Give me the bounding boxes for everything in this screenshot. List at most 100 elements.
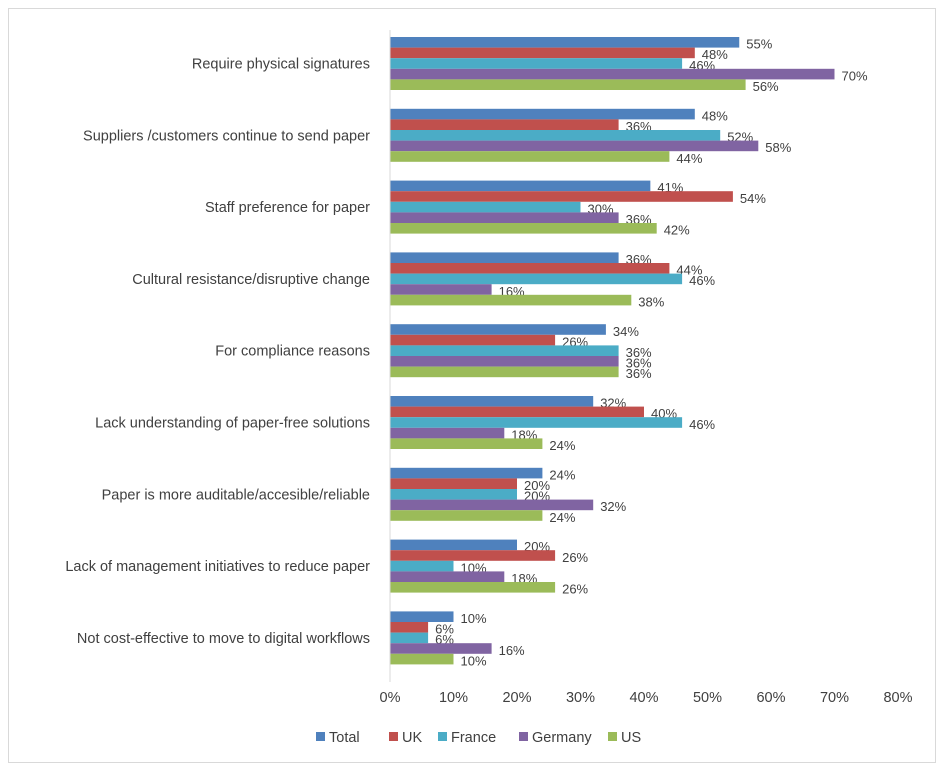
- data-label: 55%: [746, 37, 772, 52]
- bar-total: [390, 324, 606, 335]
- bar-france: [390, 201, 581, 213]
- x-tick-label: 10%: [439, 690, 468, 706]
- bar-france: [390, 417, 683, 428]
- x-tick-label: 80%: [883, 690, 912, 706]
- bar-germany: [390, 356, 619, 367]
- bar-uk: [390, 263, 670, 274]
- data-label: 58%: [765, 140, 791, 155]
- bar-france: [390, 273, 683, 285]
- data-label: 24%: [549, 438, 575, 453]
- data-label: 26%: [562, 550, 588, 565]
- bar-total: [390, 396, 594, 407]
- bar-france: [390, 560, 454, 572]
- legend-label: US: [621, 730, 641, 746]
- data-label: 24%: [549, 510, 575, 525]
- x-tick-label: 40%: [629, 690, 658, 706]
- legend-swatch-total: [316, 732, 325, 741]
- category-label: Lack understanding of paper-free solutio…: [95, 416, 370, 432]
- bar-us: [390, 79, 746, 90]
- data-label: 54%: [740, 191, 766, 206]
- legend-label: UK: [402, 730, 422, 746]
- category-label: Staff preference for paper: [205, 200, 370, 216]
- bar-uk: [390, 478, 517, 489]
- data-label: 36%: [626, 345, 652, 360]
- data-label: 46%: [689, 273, 715, 288]
- category-label: For compliance reasons: [215, 344, 370, 360]
- bar-total: [390, 180, 651, 192]
- bar-us: [390, 366, 619, 378]
- bar-uk: [390, 550, 556, 561]
- data-label: 56%: [753, 79, 779, 94]
- legend-label: Total: [329, 730, 360, 746]
- bar-us: [390, 510, 543, 521]
- bar-total: [390, 108, 695, 120]
- data-label: 34%: [613, 324, 639, 339]
- data-label: 42%: [664, 223, 690, 238]
- bar-us: [390, 294, 632, 306]
- legend-swatch-us: [608, 732, 617, 741]
- data-label: 32%: [600, 499, 626, 514]
- bar-uk: [390, 191, 733, 202]
- chart-frame: [8, 8, 936, 763]
- data-label: 70%: [842, 68, 868, 83]
- category-label: Not cost-effective to move to digital wo…: [77, 631, 370, 647]
- data-label: 44%: [676, 263, 702, 278]
- x-tick-label: 0%: [380, 690, 401, 706]
- data-label: 48%: [702, 47, 728, 62]
- bar-total: [390, 467, 543, 479]
- bar-uk: [390, 406, 644, 418]
- x-tick-label: 30%: [566, 690, 595, 706]
- data-label: 6%: [435, 622, 454, 637]
- bar-germany: [390, 68, 835, 80]
- bar-us: [390, 438, 543, 449]
- bar-france: [390, 489, 517, 500]
- bar-germany: [390, 212, 619, 223]
- x-tick-label: 20%: [502, 690, 531, 706]
- bar-germany: [390, 499, 594, 511]
- bar-germany: [390, 140, 759, 152]
- bar-uk: [390, 47, 695, 59]
- bar-germany: [390, 643, 492, 654]
- bar-germany: [390, 571, 505, 582]
- bar-uk: [390, 119, 619, 130]
- bar-france: [390, 632, 429, 644]
- data-label: 10%: [461, 653, 487, 668]
- data-label: 36%: [626, 366, 652, 381]
- bar-germany: [390, 284, 492, 295]
- bar-total: [390, 611, 454, 622]
- legend-label: France: [451, 730, 496, 746]
- category-label: Suppliers /customers continue to send pa…: [83, 128, 370, 144]
- data-label: 24%: [549, 467, 575, 482]
- data-label: 44%: [676, 151, 702, 166]
- bar-total: [390, 252, 619, 263]
- bar-france: [390, 345, 619, 356]
- category-label: Paper is more auditable/accesible/reliab…: [102, 487, 370, 503]
- bar-germany: [390, 427, 505, 439]
- data-label: 20%: [524, 478, 550, 493]
- category-label: Cultural resistance/disruptive change: [132, 272, 370, 288]
- legend-swatch-france: [438, 732, 447, 741]
- data-label: 10%: [461, 611, 487, 626]
- data-label: 26%: [562, 582, 588, 597]
- bar-us: [390, 223, 657, 234]
- bar-total: [390, 539, 517, 551]
- data-label: 16%: [499, 643, 525, 658]
- bar-total: [390, 37, 740, 48]
- legend-swatch-uk: [389, 732, 398, 741]
- bar-us: [390, 653, 454, 665]
- bar-uk: [390, 334, 556, 346]
- bar-france: [390, 58, 683, 69]
- data-label: 38%: [638, 294, 664, 309]
- x-tick-label: 60%: [756, 690, 785, 706]
- category-label: Require physical signatures: [192, 57, 370, 73]
- data-label: 48%: [702, 108, 728, 123]
- bar-france: [390, 130, 721, 141]
- data-label: 36%: [626, 356, 652, 371]
- x-tick-label: 50%: [693, 690, 722, 706]
- bar-us: [390, 582, 556, 593]
- legend-swatch-germany: [519, 732, 528, 741]
- x-tick-label: 70%: [820, 690, 849, 706]
- legend-label: Germany: [532, 730, 592, 746]
- bar-uk: [390, 622, 429, 633]
